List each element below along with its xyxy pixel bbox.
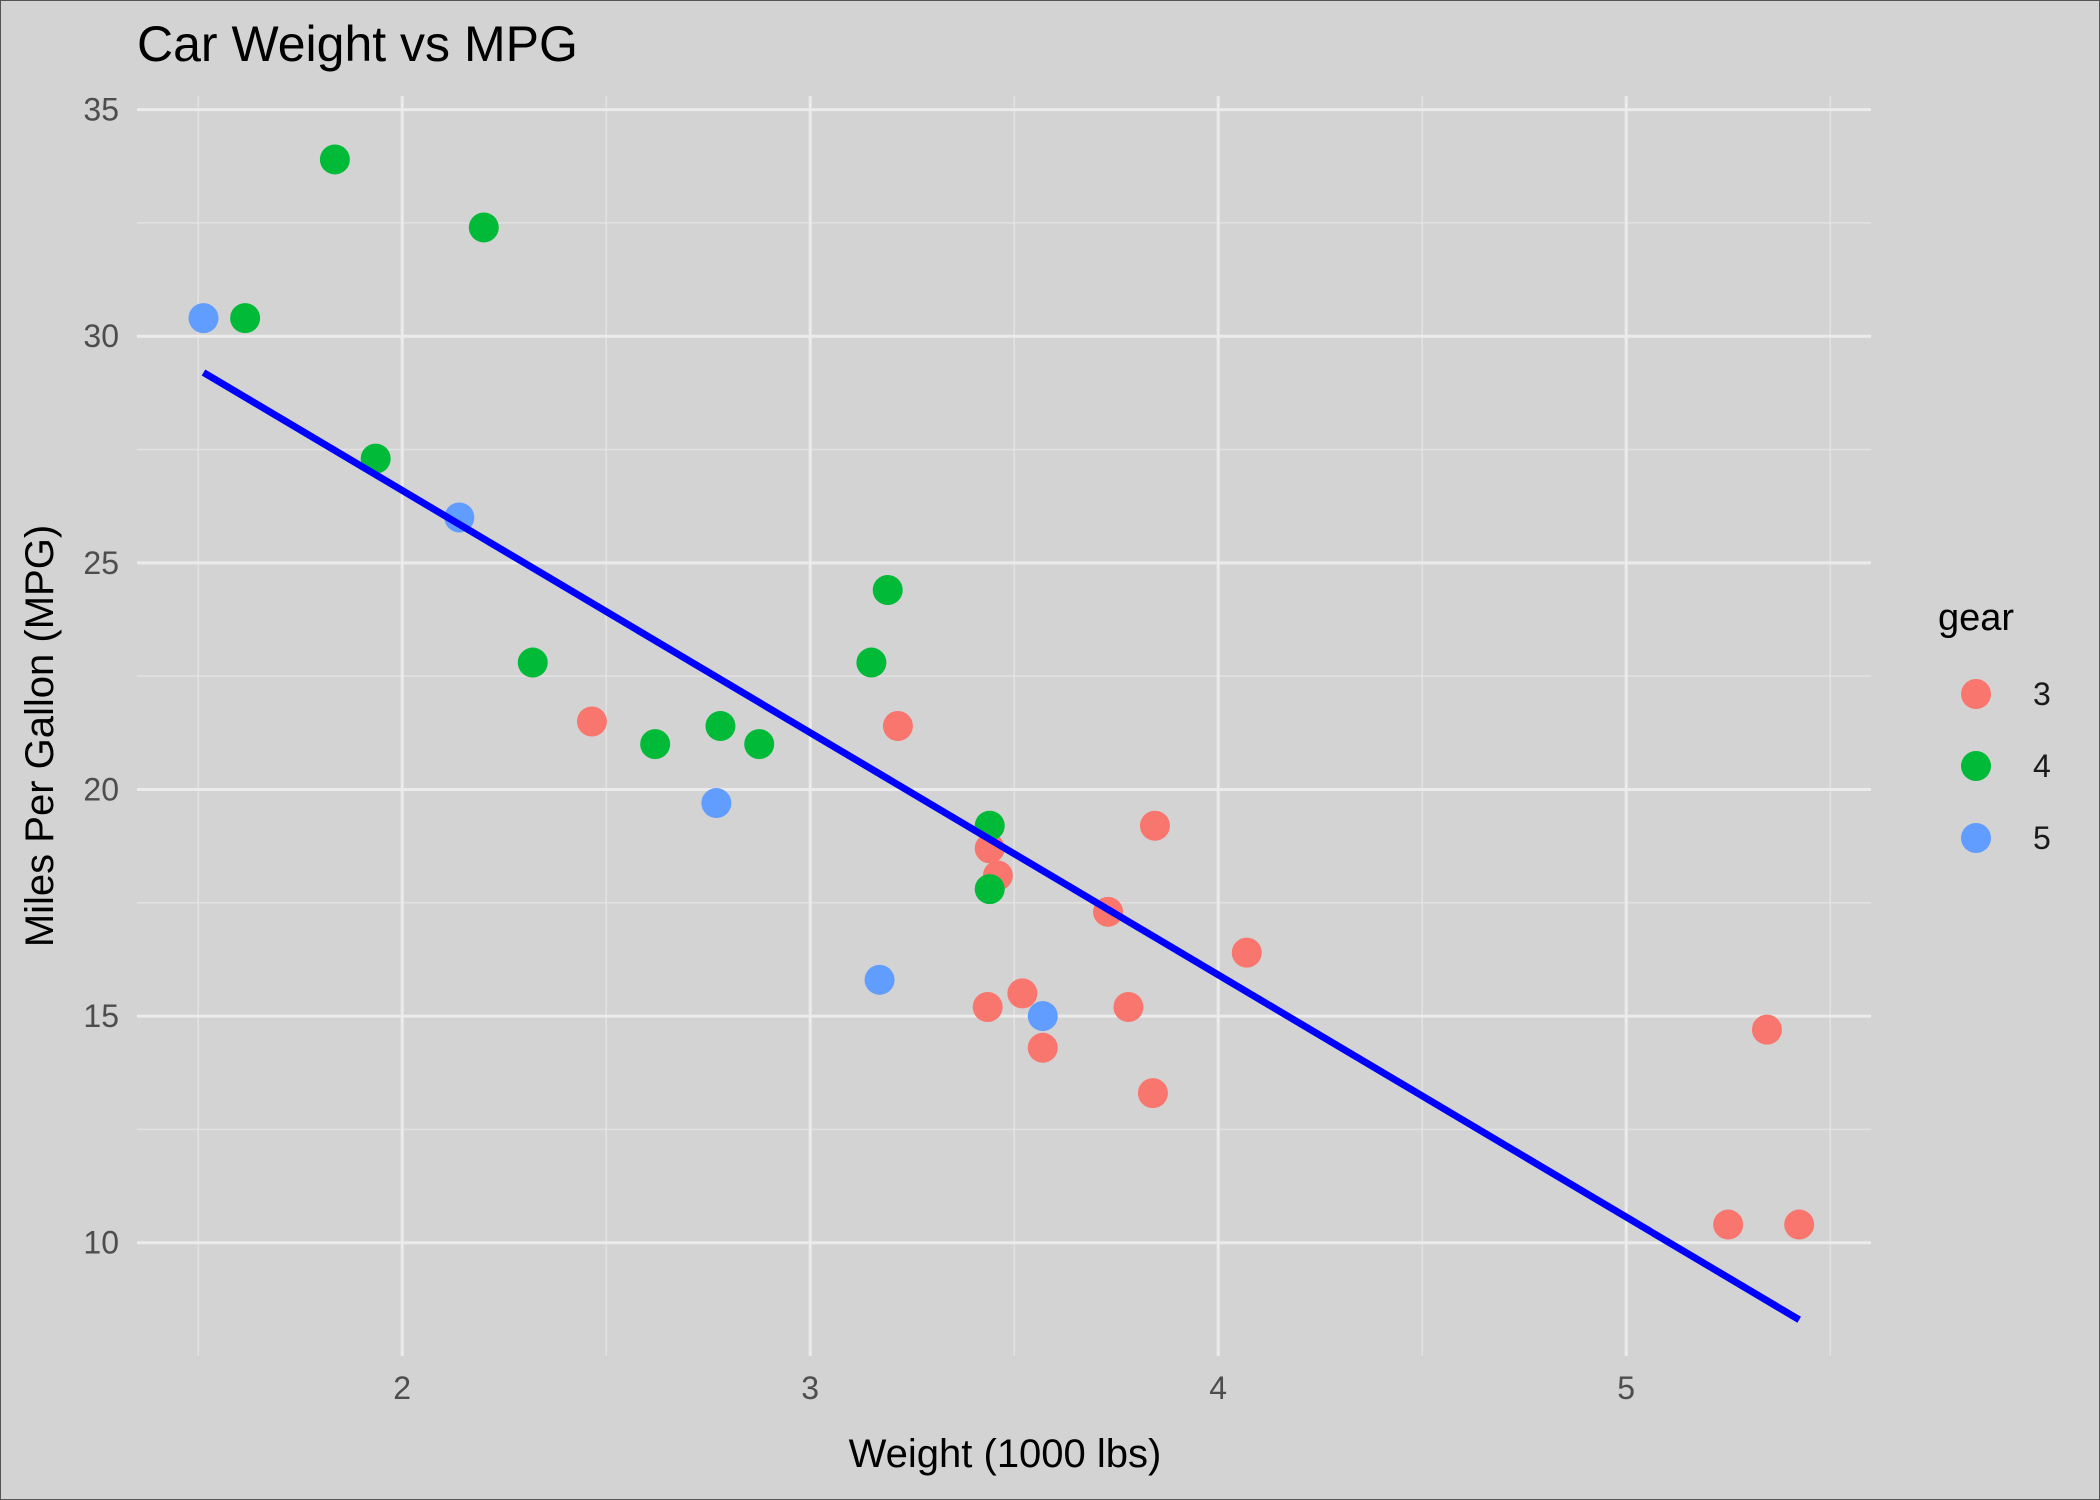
data-point-gear-3: [1784, 1209, 1815, 1240]
legend-title: gear: [1938, 597, 2014, 639]
data-point-gear-4: [872, 575, 903, 606]
data-point-gear-5: [1027, 1001, 1058, 1032]
data-point-gear-3: [1231, 937, 1262, 968]
data-point-gear-4: [640, 729, 671, 760]
data-point-gear-3: [882, 711, 913, 741]
y-axis-title: Miles Per Gallon (MPG): [18, 525, 62, 947]
x-tick-label: 3: [801, 1370, 819, 1406]
y-tick-label: 25: [83, 545, 119, 581]
data-point-gear-5: [188, 303, 219, 334]
data-point-gear-4: [744, 729, 775, 760]
data-point-gear-5: [701, 788, 732, 819]
legend-key-gear-3: [1961, 679, 1991, 709]
data-point-gear-3: [1027, 1032, 1058, 1063]
data-point-gear-4: [856, 647, 887, 678]
data-point-gear-3: [972, 992, 1003, 1023]
data-point-gear-3: [1007, 978, 1038, 1009]
data-point-gear-3: [1139, 810, 1170, 841]
legend-label-gear-3: 3: [2033, 676, 2051, 712]
data-point-gear-3: [1137, 1078, 1168, 1109]
y-tick-label: 30: [83, 318, 119, 354]
y-tick-label: 20: [83, 771, 119, 807]
data-point-gear-4: [319, 144, 350, 175]
legend-key-gear-4: [1961, 751, 1991, 781]
data-point-gear-4: [360, 443, 391, 474]
regression-line: [201, 369, 1801, 1323]
y-tick-label: 15: [83, 998, 119, 1034]
legend-key-gear-5: [1961, 823, 1991, 853]
data-point-gear-3: [1751, 1014, 1782, 1045]
minor-gridlines: [137, 96, 1871, 1356]
x-tick-label: 4: [1209, 1370, 1227, 1406]
y-tick-label: 10: [83, 1225, 119, 1261]
data-point-gear-3: [1113, 992, 1144, 1023]
x-tick-label: 2: [393, 1370, 411, 1406]
legend-items: 3 4 5: [1961, 676, 2051, 856]
data-point-gear-4: [468, 212, 499, 243]
x-tick-label: 5: [1617, 1370, 1635, 1406]
data-point-gear-4: [705, 711, 736, 741]
legend: gear 3 4 5: [1938, 597, 2051, 856]
data-point-gear-4: [974, 874, 1005, 905]
y-tick-label: 35: [83, 92, 119, 128]
data-point-gear-3: [576, 706, 607, 737]
data-point-gear-4: [517, 647, 548, 678]
y-axis-ticks: 10 15 20 25 30 35: [83, 92, 119, 1261]
legend-label-gear-4: 4: [2033, 748, 2051, 784]
data-points: [188, 144, 1815, 1240]
x-axis-ticks: 2 3 4 5: [393, 1370, 1635, 1406]
data-point-gear-4: [230, 303, 261, 334]
x-axis-title: Weight (1000 lbs): [849, 1432, 1162, 1476]
data-point-gear-5: [864, 964, 895, 995]
legend-label-gear-5: 5: [2033, 820, 2051, 856]
data-point-gear-3: [1713, 1209, 1744, 1240]
major-gridlines: [137, 96, 1871, 1356]
chart-title: Car Weight vs MPG: [137, 16, 578, 72]
